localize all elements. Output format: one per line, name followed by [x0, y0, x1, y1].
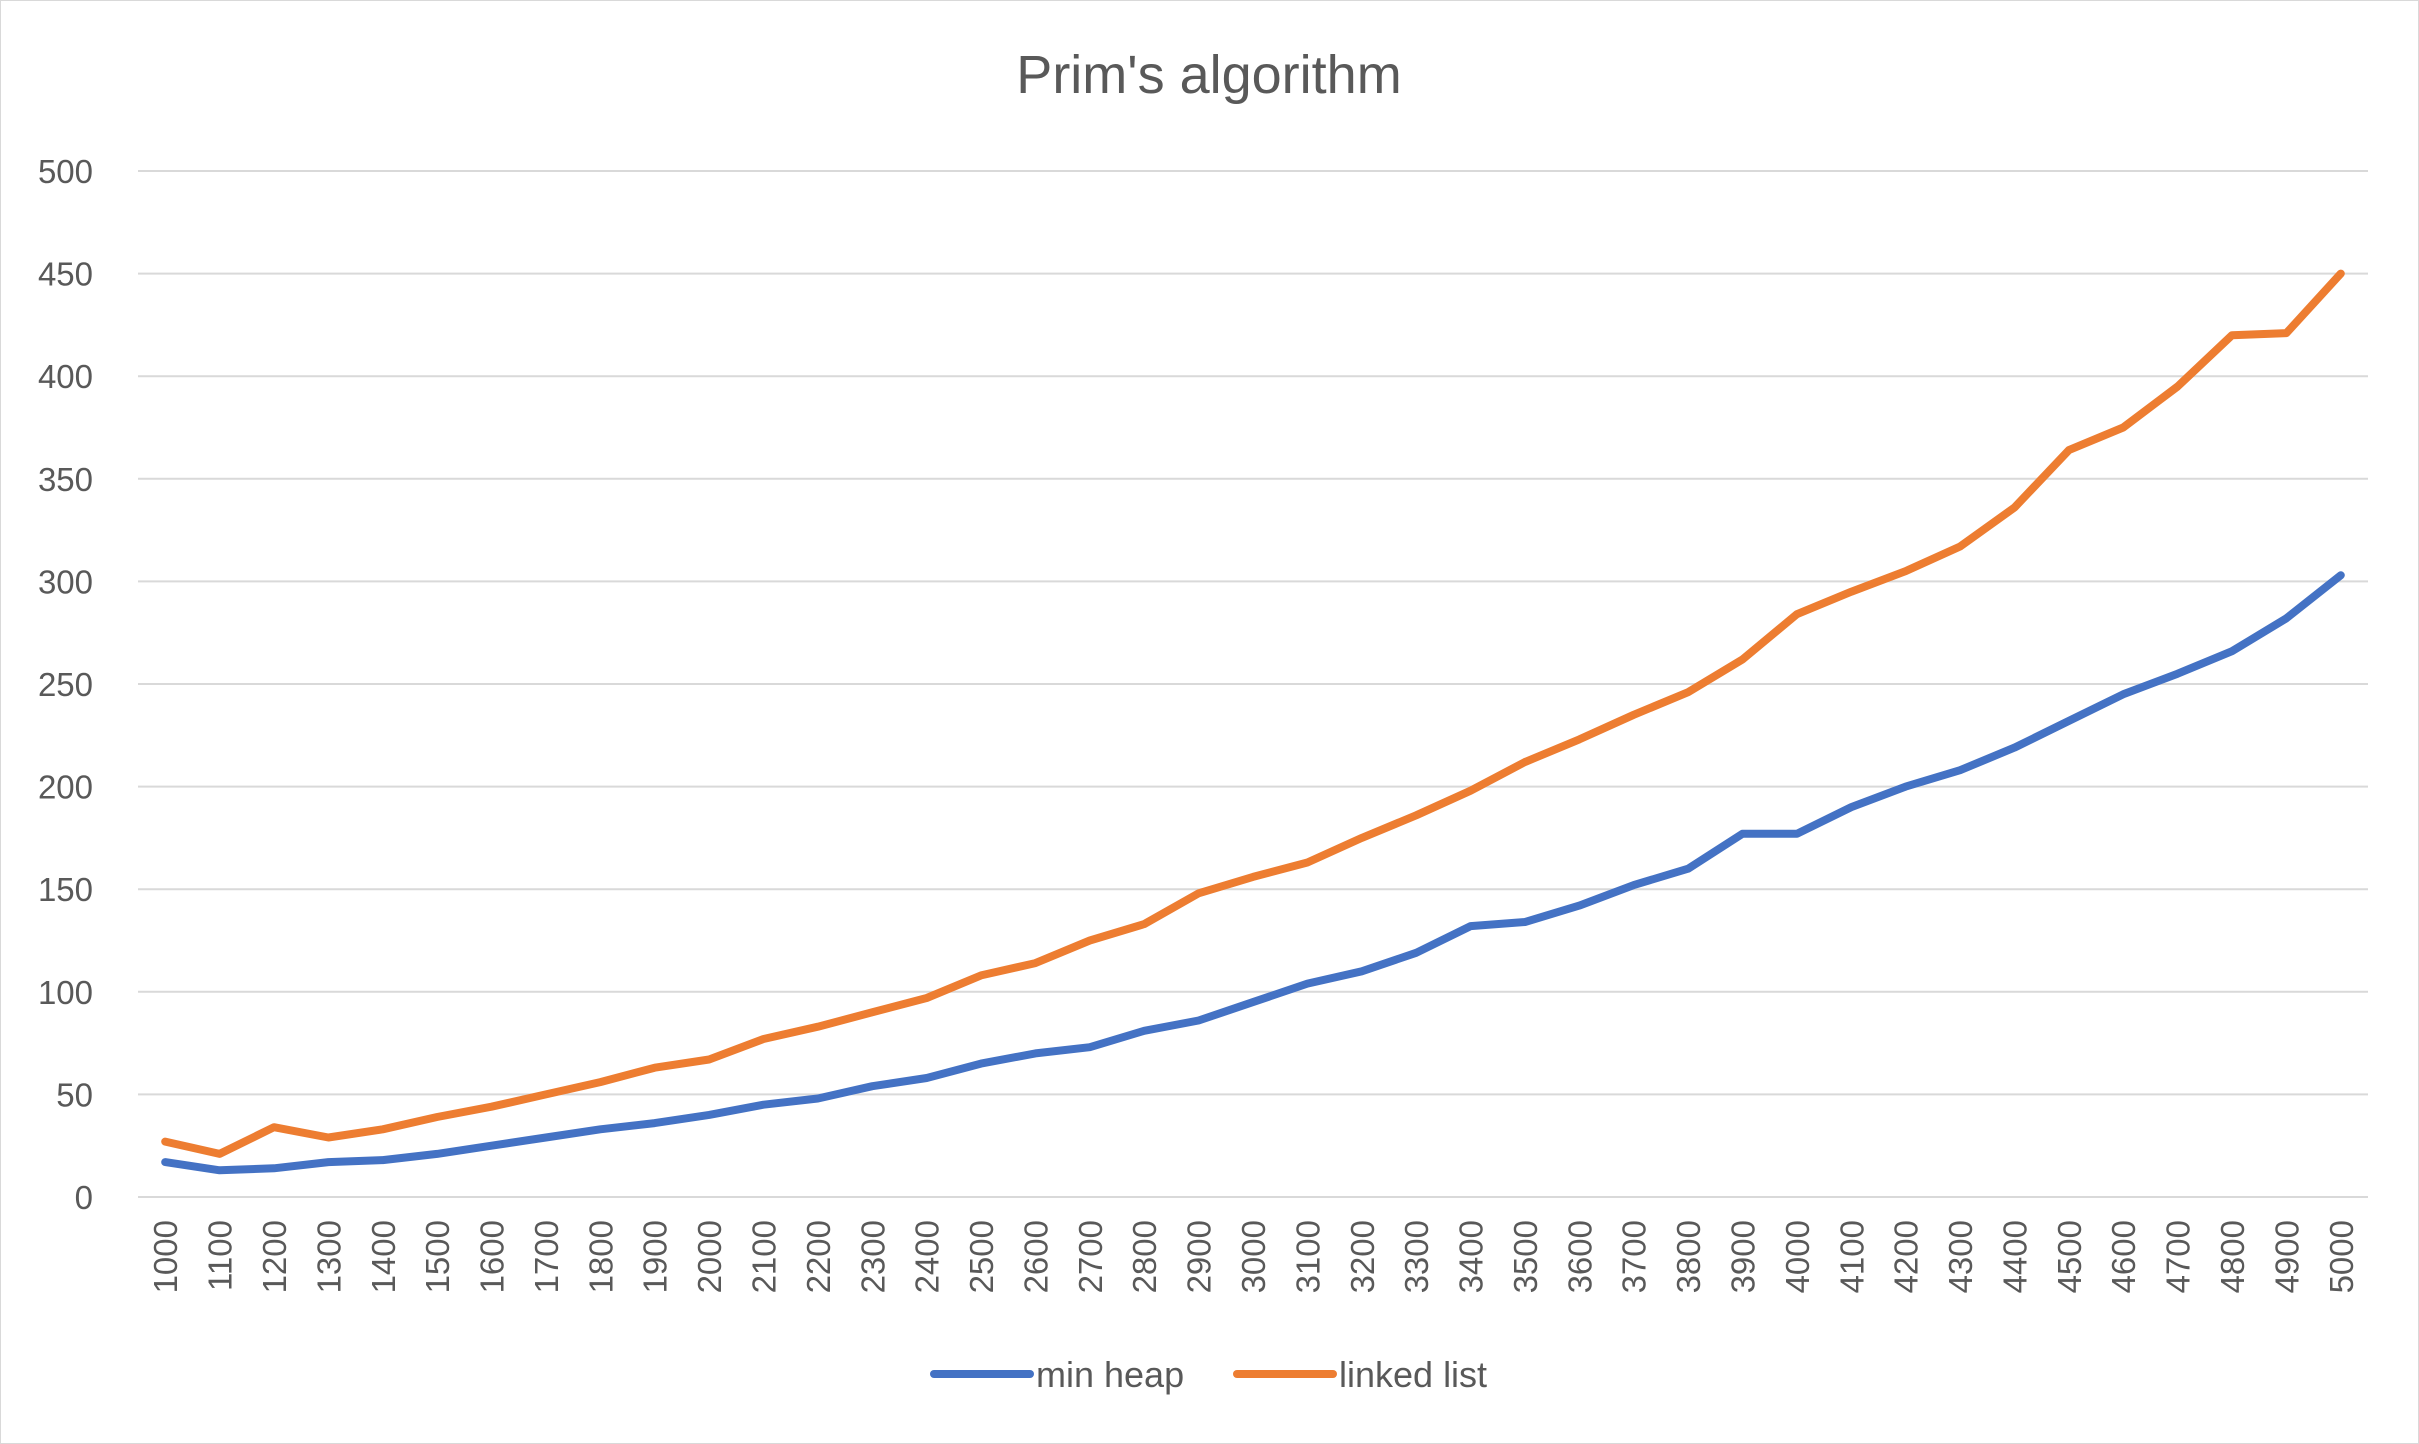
legend-label-min-heap: min heap — [1036, 1354, 1184, 1395]
x-tick-label-4900: 4900 — [2268, 1220, 2305, 1293]
x-tick-label-4300: 4300 — [1942, 1220, 1979, 1293]
gridlines — [138, 170, 2368, 1198]
x-tick-label-3700: 3700 — [1616, 1220, 1653, 1293]
x-tick-label-3400: 3400 — [1453, 1220, 1490, 1293]
x-tick-label-4600: 4600 — [2105, 1220, 2142, 1293]
x-tick-label-3500: 3500 — [1507, 1220, 1544, 1293]
chart-title: Prim's algorithm — [1016, 45, 1401, 105]
x-tick-label-3600: 3600 — [1561, 1220, 1598, 1293]
x-tick-label-4000: 4000 — [1779, 1220, 1816, 1293]
x-tick-label-2700: 2700 — [1072, 1220, 1109, 1293]
x-axis: 1000 1100 1200 1300 1400 1500 1600 1700 1800 1900… — [147, 1220, 2360, 1293]
x-tick-label-5000: 5000 — [2323, 1220, 2360, 1293]
y-tick-label-50: 50 — [56, 1076, 93, 1113]
y-tick-label-250: 250 — [38, 666, 93, 703]
y-tick-label-100: 100 — [38, 974, 93, 1011]
x-tick-label-1900: 1900 — [637, 1220, 674, 1293]
x-tick-label-2300: 2300 — [854, 1220, 891, 1293]
y-axis: 0 50 100 150 200 250 300 350 400 450 500 — [38, 153, 93, 1216]
x-tick-label-1400: 1400 — [365, 1220, 402, 1293]
x-tick-label-2100: 2100 — [745, 1220, 782, 1293]
y-tick-label-350: 350 — [38, 461, 93, 498]
x-tick-label-1200: 1200 — [256, 1220, 293, 1293]
x-tick-label-2800: 2800 — [1126, 1220, 1163, 1293]
x-tick-label-3800: 3800 — [1670, 1220, 1707, 1293]
x-tick-label-1600: 1600 — [474, 1220, 511, 1293]
x-tick-label-2200: 2200 — [800, 1220, 837, 1293]
y-tick-label-400: 400 — [38, 358, 93, 395]
x-tick-label-4700: 4700 — [2160, 1220, 2197, 1293]
x-tick-label-4500: 4500 — [2051, 1220, 2088, 1293]
series-line-linked-list — [161, 269, 2345, 1158]
x-tick-label-4800: 4800 — [2214, 1220, 2251, 1293]
y-tick-label-200: 200 — [38, 769, 93, 806]
series-layer — [161, 269, 2345, 1175]
series-line-min-heap — [161, 571, 2345, 1175]
x-tick-label-3100: 3100 — [1289, 1220, 1326, 1293]
x-tick-label-1000: 1000 — [147, 1220, 184, 1293]
y-tick-label-0: 0 — [75, 1179, 93, 1216]
x-tick-label-3900: 3900 — [1725, 1220, 1762, 1293]
x-tick-label-2600: 2600 — [1017, 1220, 1054, 1293]
legend-label-linked-list: linked list — [1339, 1354, 1487, 1395]
y-tick-label-150: 150 — [38, 871, 93, 908]
x-tick-label-2000: 2000 — [691, 1220, 728, 1293]
x-tick-label-4100: 4100 — [1833, 1220, 1870, 1293]
x-tick-label-1700: 1700 — [528, 1220, 565, 1293]
x-tick-label-3000: 3000 — [1235, 1220, 1272, 1293]
legend: min heap linked list — [930, 1354, 1487, 1395]
x-tick-label-1500: 1500 — [419, 1220, 456, 1293]
x-tick-label-1300: 1300 — [310, 1220, 347, 1293]
x-tick-label-2400: 2400 — [909, 1220, 946, 1293]
y-tick-label-450: 450 — [38, 256, 93, 293]
x-tick-label-2500: 2500 — [963, 1220, 1000, 1293]
x-tick-label-4400: 4400 — [1996, 1220, 2033, 1293]
x-tick-label-1800: 1800 — [582, 1220, 619, 1293]
x-tick-label-3200: 3200 — [1344, 1220, 1381, 1293]
y-tick-label-300: 300 — [38, 563, 93, 600]
x-tick-label-2900: 2900 — [1181, 1220, 1218, 1293]
y-tick-label-500: 500 — [38, 153, 93, 190]
x-tick-label-1100: 1100 — [202, 1220, 239, 1291]
x-tick-label-3300: 3300 — [1398, 1220, 1435, 1293]
x-tick-label-4200: 4200 — [1888, 1220, 1925, 1293]
